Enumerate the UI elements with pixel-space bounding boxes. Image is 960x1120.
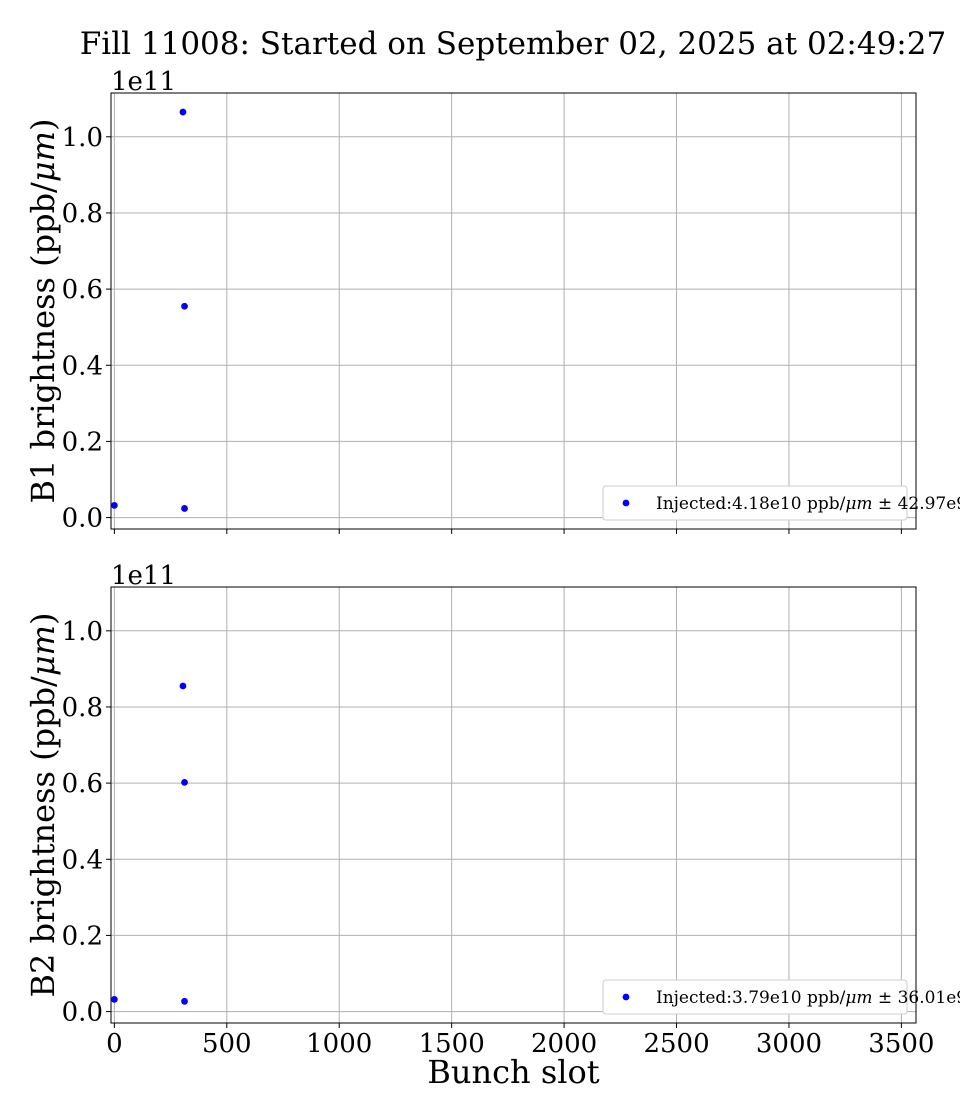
b2-data-point-3 [181,997,188,1005]
b2-x-tick-label-4: 2000 [531,1029,597,1059]
b2-data-point-1 [179,682,187,690]
b2-data-point-2 [181,778,188,786]
b2-data-point-0 [110,995,118,1003]
b1-y-tick-label-5: 1.0 [62,123,103,153]
b1-y-tick-label-1: 0.2 [62,427,103,457]
b1-data-point-2 [181,302,188,310]
b1-y-tick-label-3: 0.6 [62,275,103,305]
b2-legend: Injected:3.79e10 ppb/μm ± 36.01e9 [602,979,960,1015]
b2-y-axis-label: B2 brightness (ppb/μm) [24,613,62,998]
b2-legend-box [602,979,908,1015]
b1-legend-marker [622,499,630,507]
b2-y-tick-label-5: 1.0 [62,617,103,647]
b2-y-tick-label-2: 0.4 [62,845,103,875]
b1-data-point-0 [110,501,118,509]
b2-x-axis-label: Bunch slot [427,1053,599,1091]
b2-x-tick-label-3: 1500 [419,1029,485,1059]
b1-legend: Injected:4.18e10 ppb/μm ± 42.97e9 [602,485,960,521]
b1-legend-label: Injected:4.18e10 ppb/μm ± 42.97e9 [656,494,960,514]
b1-data-point-1 [179,108,187,116]
b2-x-tick-label-7: 3500 [868,1029,934,1059]
b2-legend-marker [622,993,630,1001]
b2-x-tick-label-1: 500 [202,1029,252,1059]
b2-axes-frame [110,586,917,1024]
b2-x-tick-label-5: 2500 [643,1029,709,1059]
b2-offset-text: 1e11 [111,561,176,591]
panel-b1: 0.0 0.2 0.4 0.6 0.8 1.0 1e11 B1 brightness (ppb… [24,67,960,534]
b2-y-tick-label-4: 0.8 [62,693,103,723]
b2-x-tick-label-6: 3000 [756,1029,822,1059]
b1-axes-frame [110,92,917,530]
b1-data-point-3 [181,505,188,512]
b2-x-tick-label-2: 1000 [306,1029,372,1059]
b2-legend-label: Injected:3.79e10 ppb/μm ± 36.01e9 [656,988,960,1008]
b1-legend-box [602,485,908,521]
b1-y-axis-label: B1 brightness (ppb/μm) [24,119,62,504]
b2-x-tick-label-0: 0 [106,1029,123,1059]
b1-offset-text: 1e11 [111,67,176,97]
b2-y-tick-label-1: 0.2 [62,921,103,951]
b2-y-tick-label-3: 0.6 [62,769,103,799]
figure-title: Fill 11008: Started on September 02, 202… [80,26,946,62]
b1-y-tick-label-4: 0.8 [62,199,103,229]
b1-y-tick-label-0: 0.0 [62,504,103,534]
b1-y-tick-label-2: 0.4 [62,351,103,381]
b2-y-tick-label-0: 0.0 [62,998,103,1028]
panel-b2: 0 500 1000 1500 2000 2500 3000 3500 0.0 0.2 0.4 0.6… [24,561,960,1091]
